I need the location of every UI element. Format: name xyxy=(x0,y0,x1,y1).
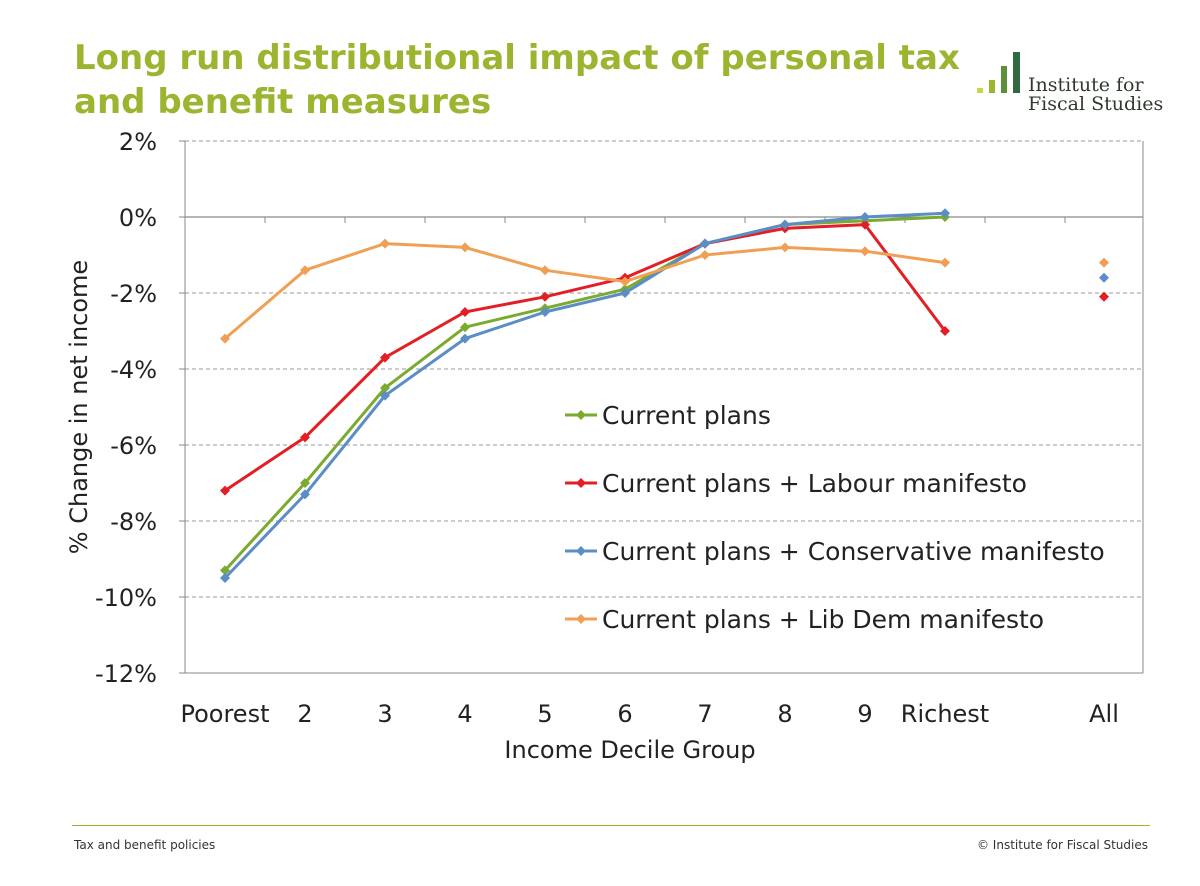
legend-label: Current plans xyxy=(602,401,771,430)
data-point xyxy=(220,565,230,576)
x-tick-label: 2 xyxy=(297,700,312,728)
y-tick-label: -2% xyxy=(110,280,157,308)
data-point xyxy=(940,326,950,336)
x-axis-title: Income Decile Group xyxy=(504,736,755,764)
y-tick-label: 2% xyxy=(119,128,157,156)
data-point xyxy=(300,478,310,488)
data-point xyxy=(460,242,470,253)
x-tick-label: 4 xyxy=(457,700,472,728)
logo-bar-1 xyxy=(977,88,983,93)
data-point xyxy=(700,238,710,249)
data-point xyxy=(860,219,870,230)
data-point xyxy=(460,322,470,333)
y-axis-title: % Change in net income xyxy=(65,260,93,554)
data-point xyxy=(700,250,710,260)
series-line-3 xyxy=(223,211,946,580)
data-point-all xyxy=(1099,291,1109,302)
data-point xyxy=(540,265,550,276)
data-point xyxy=(220,333,230,344)
y-tick-label: -12% xyxy=(95,660,157,688)
logo-bar-2 xyxy=(989,80,995,93)
x-tick-label: Poorest xyxy=(180,700,269,728)
ifs-logo xyxy=(977,52,1020,93)
data-point xyxy=(780,219,790,230)
legend-label: Current plans + Lib Dem manifesto xyxy=(602,605,1044,634)
series-line-2 xyxy=(224,223,947,492)
data-point xyxy=(220,485,230,496)
logo-bar-3 xyxy=(1001,66,1007,93)
data-point-all xyxy=(1099,257,1109,268)
data-point xyxy=(300,432,310,443)
data-point xyxy=(940,257,950,268)
x-tick-label: Richest xyxy=(901,700,989,728)
x-tick-label: 3 xyxy=(377,700,392,728)
legend-label: Current plans + Conservative manifesto xyxy=(602,537,1105,566)
line-chart: 2% 0% -2% -4% -6% -8% -10% -12% Poorest 2 3 4 5 6 7 8 9 R… xyxy=(65,128,1144,764)
logo-line-1: Institute for xyxy=(1028,74,1144,96)
legend-marker xyxy=(576,478,586,488)
y-tick-label: -10% xyxy=(95,584,157,612)
page-title: Long run distributional impact of person… xyxy=(74,38,960,122)
legend-marker xyxy=(576,410,586,420)
data-point xyxy=(300,265,310,276)
series-line-4 xyxy=(224,242,946,340)
x-tick-label: 6 xyxy=(617,700,632,728)
x-tick-label: 8 xyxy=(777,700,792,728)
data-point xyxy=(300,489,310,500)
data-point xyxy=(380,352,390,363)
data-point xyxy=(460,333,470,344)
x-tick-label: 7 xyxy=(697,700,712,728)
y-tick-label: 0% xyxy=(119,204,157,232)
data-point xyxy=(540,307,550,317)
data-point xyxy=(780,242,790,253)
data-point-all xyxy=(1099,272,1109,283)
footer-copyright: © Institute for Fiscal Studies xyxy=(976,838,1148,852)
legend-label: Current plans + Labour manifesto xyxy=(602,469,1027,498)
data-point xyxy=(620,276,630,287)
series-line-1 xyxy=(223,215,946,572)
data-point xyxy=(380,238,390,249)
x-tick-label-all: All xyxy=(1089,700,1119,728)
footer-divider xyxy=(72,825,1150,826)
data-point xyxy=(620,288,630,298)
logo-line-2: Fiscal Studies xyxy=(1028,93,1164,115)
legend-marker xyxy=(576,546,586,556)
y-tick-label: -8% xyxy=(110,508,157,536)
data-point xyxy=(380,390,390,401)
data-point xyxy=(860,212,870,222)
legend-marker xyxy=(576,614,586,624)
data-point xyxy=(860,246,870,257)
y-tick-label: -6% xyxy=(110,432,157,460)
x-tick-label: 9 xyxy=(857,700,872,728)
footer-section-label: Tax and benefit policies xyxy=(74,838,216,852)
logo-text: Institute for Fiscal Studies xyxy=(1028,76,1163,114)
data-point xyxy=(540,291,550,302)
y-tick-label: -4% xyxy=(110,356,157,384)
logo-bar-4 xyxy=(1013,52,1020,93)
x-tick-label: 5 xyxy=(537,700,552,728)
data-point xyxy=(940,208,950,219)
data-point xyxy=(220,573,230,583)
data-point xyxy=(460,307,470,317)
data-point xyxy=(380,383,390,393)
